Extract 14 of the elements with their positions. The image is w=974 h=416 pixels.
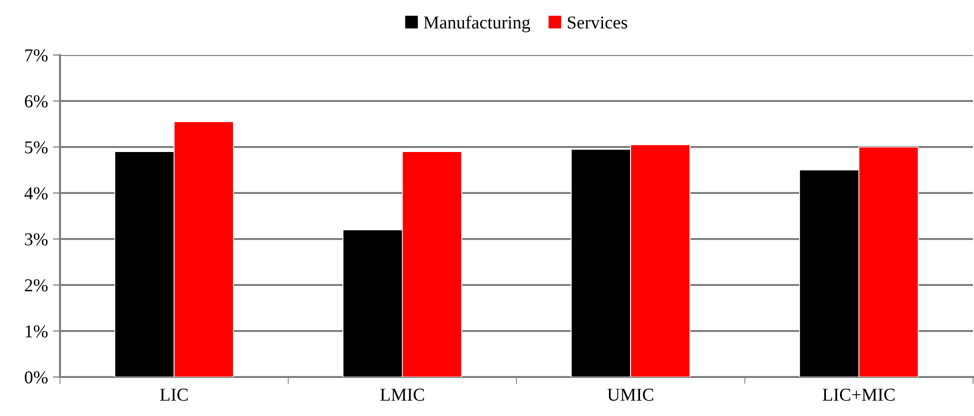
x-tick-label: UMIC	[607, 388, 654, 401]
legend-label: Services	[568, 16, 628, 29]
x-tick-label: LIC+MIC	[822, 388, 895, 401]
y-tick-label: 6%	[24, 95, 48, 108]
y-tick-label: 3%	[24, 233, 48, 246]
x-tick-label: LMIC	[380, 388, 424, 401]
y-tick-label: 1%	[26, 325, 48, 338]
y-tick-label: 7%	[25, 49, 48, 62]
legend-label: Manufacturing	[424, 16, 530, 32]
x-tick-label: LIC	[160, 388, 188, 401]
y-tick-label: 4%	[24, 187, 48, 200]
y-tick-label: 5%	[25, 141, 48, 154]
y-tick-label: 2%	[24, 279, 48, 292]
y-tick-label: 0%	[24, 371, 48, 384]
